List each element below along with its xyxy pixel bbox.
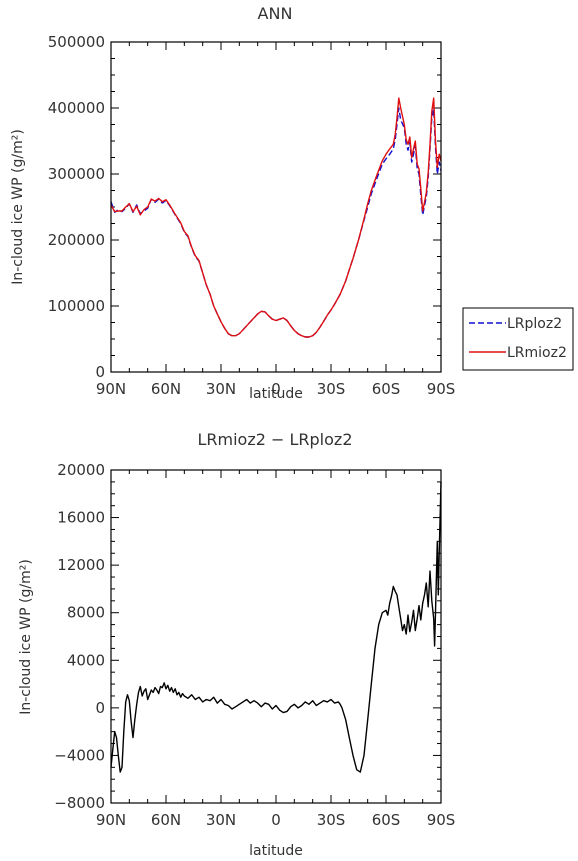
top-xtick-label: 30S (317, 380, 346, 398)
bottom-chart-series (110, 481, 442, 773)
legend-label-lrploz2: LRploz2 (507, 316, 562, 332)
top-chart-frame (110, 41, 442, 373)
bottom-chart-frame (110, 469, 442, 804)
top-chart-title: ANN (258, 4, 293, 23)
legend-box (462, 307, 574, 371)
top-ytick-label: 500000 (48, 33, 105, 51)
bottom-chart-ticks: 90N 60N 30N 0 30S 60S 90S −8000 −4000 0 4000 8000 12… (54, 461, 455, 829)
top-xtick-label: 60S (372, 380, 401, 398)
top-chart-ticks: 90N 60N 30N 0 30S 60S 90S 0 100000 200000 300000 40… (48, 33, 456, 398)
top-chart-ylabel: In-cloud ice WP (g/m²) (10, 129, 26, 285)
bottom-ytick-label: 4000 (67, 651, 105, 669)
top-xtick-label: 60N (151, 380, 181, 398)
top-xtick-label: 30N (206, 380, 236, 398)
bottom-xtick-label: 30S (317, 811, 346, 829)
bottom-chart-xlabel: latitude (249, 843, 303, 859)
bottom-ytick-label: 8000 (67, 604, 105, 622)
legend-label-lrmioz2: LRmioz2 (507, 345, 567, 361)
bottom-xtick-label: 0 (271, 811, 281, 829)
top-chart-series (110, 97, 442, 338)
top-ytick-label: 400000 (48, 99, 105, 117)
bottom-xtick-label: 30N (206, 811, 236, 829)
bottom-ytick-label: 12000 (57, 556, 105, 574)
bottom-chart-title: LRmioz2 − LRploz2 (197, 430, 352, 449)
bottom-xtick-label: 90N (96, 811, 126, 829)
bottom-ytick-label: −8000 (54, 794, 105, 812)
top-ytick-label: 300000 (48, 165, 105, 183)
top-ytick-label: 100000 (48, 297, 105, 315)
top-series-line-lrmioz2 (110, 97, 442, 338)
bottom-ytick-label: 16000 (57, 509, 105, 527)
top-xtick-label: 0 (271, 380, 281, 398)
top-chart-legend: LRploz2 LRmioz2 (462, 307, 574, 371)
bottom-chart: LRmioz2 − LRploz2 90N 60N 30N 0 30S 60S 90S −80… (18, 430, 455, 859)
top-chart: ANN 90N 60N 30N 0 30S 60S 90S 0 100000 200000 3000… (10, 4, 455, 402)
top-xtick-label: 90S (427, 380, 456, 398)
top-ytick-label: 0 (95, 363, 105, 381)
top-ytick-label: 200000 (48, 231, 105, 249)
top-chart-xlabel: latitude (249, 386, 303, 402)
bottom-series-line-difference (110, 481, 442, 773)
bottom-xtick-label: 90S (427, 811, 456, 829)
top-series-line-lrploz2 (110, 107, 442, 338)
bottom-ytick-label: 20000 (57, 461, 105, 479)
bottom-ytick-label: 0 (95, 699, 105, 717)
bottom-chart-ylabel: In-cloud ice WP (g/m²) (18, 559, 34, 715)
bottom-ytick-label: −4000 (54, 746, 105, 764)
bottom-xtick-label: 60S (372, 811, 401, 829)
bottom-xtick-label: 60N (151, 811, 181, 829)
top-xtick-label: 90N (96, 380, 126, 398)
